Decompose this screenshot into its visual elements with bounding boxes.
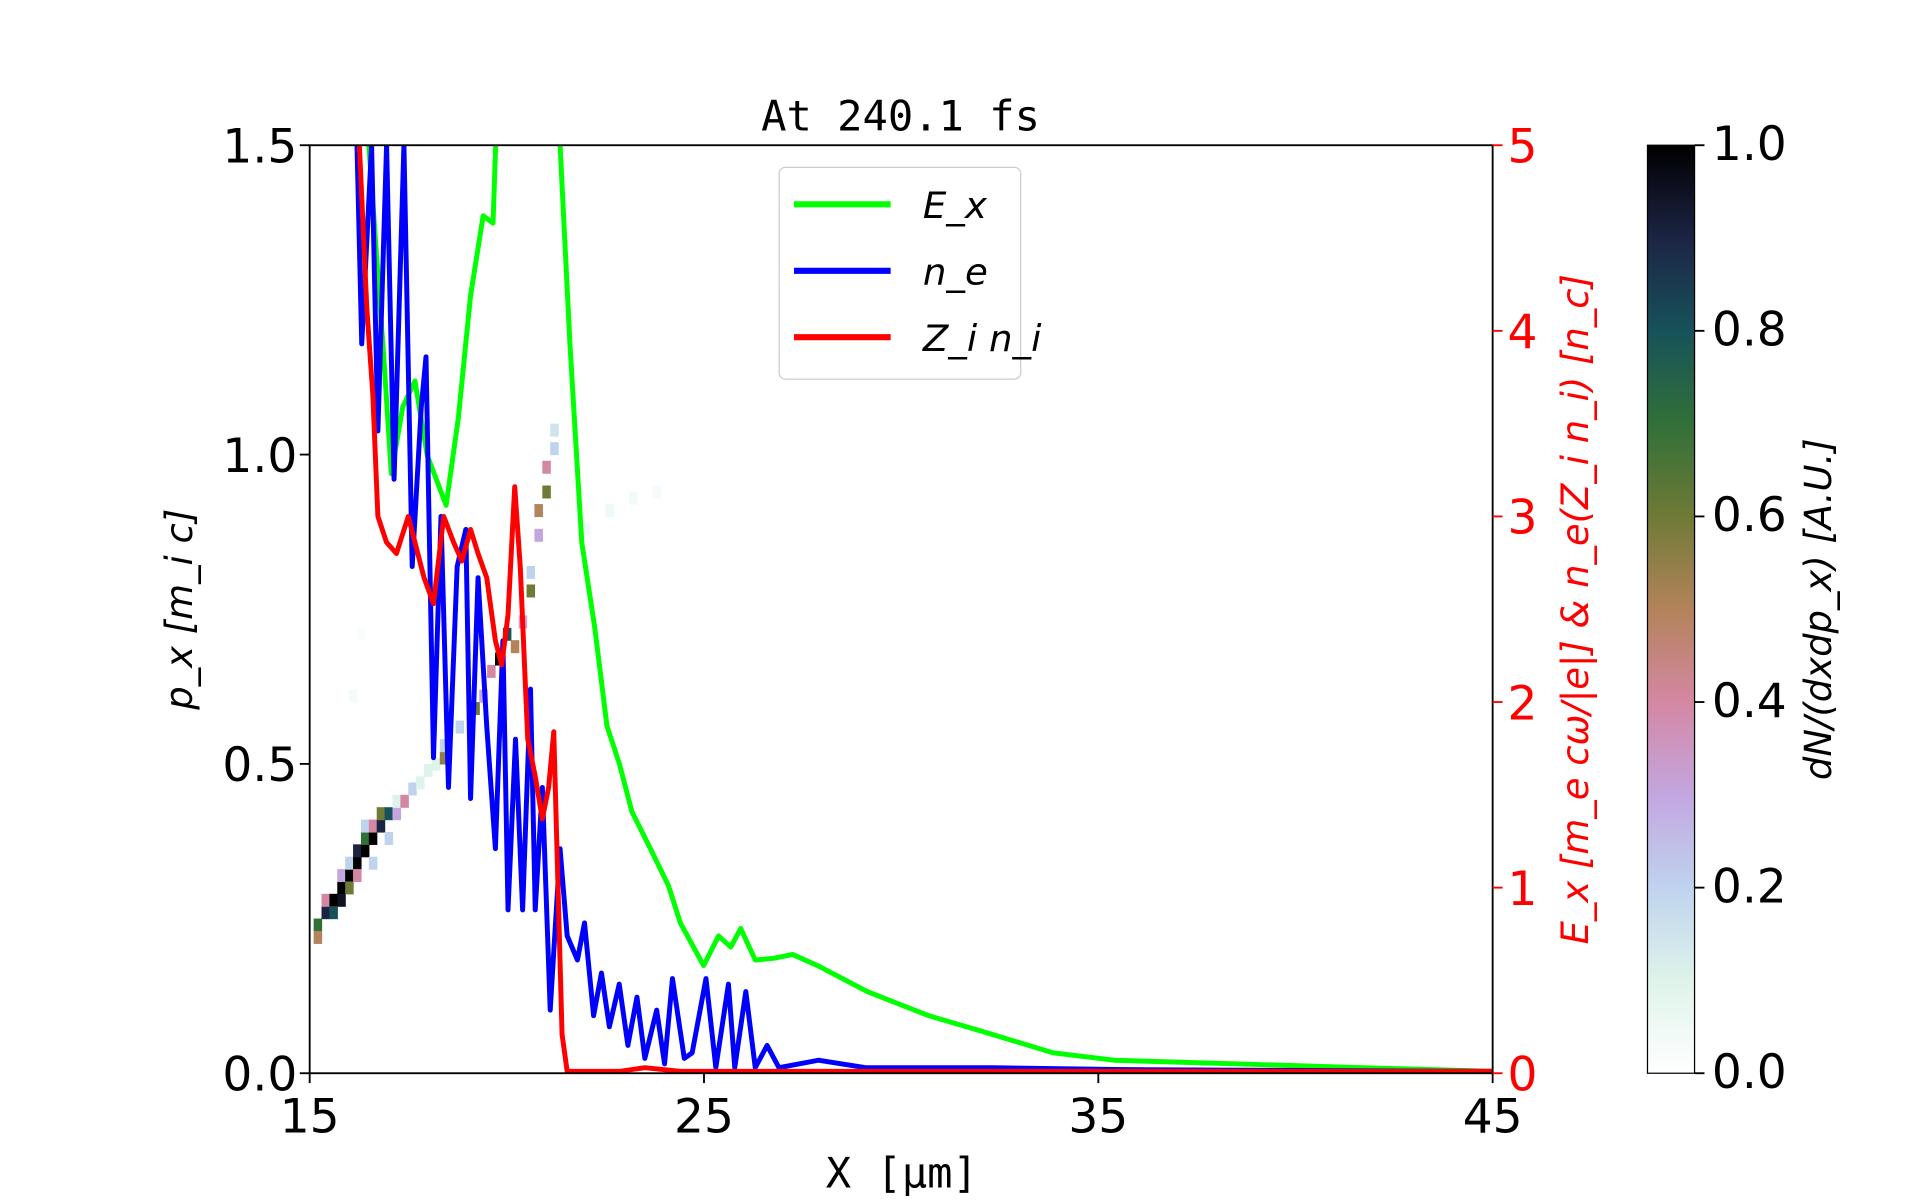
colorbar-ticks: 0.0 0.2 0.4 0.6 0.8 1.0 (1694, 117, 1787, 1100)
heatmap-cell (526, 565, 536, 579)
heatmap-cell (424, 763, 433, 777)
heatmap-cell (353, 869, 362, 883)
heatmap-cell (392, 807, 401, 821)
colorbar-label: dN/(dxdp_x) [A.U.] (1797, 438, 1840, 780)
heatmap-cell (542, 485, 551, 499)
heatmap-cell (542, 460, 551, 474)
legend-label-ne: n_e (923, 250, 988, 293)
chart-title: At 240.1 fs (761, 92, 1040, 141)
heatmap-cell (337, 893, 346, 907)
heatmap-cell (384, 807, 394, 821)
heatmap-cell (356, 627, 366, 641)
heatmap-cell (455, 720, 465, 734)
y-right-tick-label: 5 (1508, 120, 1538, 175)
heatmap (313, 423, 662, 944)
y-right-tick-label: 4 (1508, 305, 1538, 360)
heatmap-cell (360, 844, 370, 858)
heatmap-cell (329, 906, 338, 920)
colorbar-tick-label: 1.0 (1712, 117, 1787, 172)
y-left-tick-label: 1.5 (222, 120, 297, 175)
series-line-2 (356, 145, 1493, 1074)
series-line-1 (354, 145, 1493, 1074)
heatmap-cell (368, 819, 378, 833)
colorbar-tick-label: 0.0 (1712, 1045, 1787, 1100)
y-right-tick-label: 1 (1508, 862, 1538, 917)
plot-frame (308, 144, 1494, 1075)
heatmap-cell (581, 522, 591, 536)
heatmap-cell (353, 856, 362, 870)
colorbar-tick-label: 0.2 (1712, 860, 1787, 915)
heatmap-cell (337, 869, 346, 883)
heatmap-cell (534, 528, 543, 542)
heatmap-cell (431, 757, 441, 771)
x-tick-label: 25 (674, 1089, 734, 1144)
colorbar (1646, 144, 1696, 1074)
series-line-0 (366, 145, 1493, 1074)
legend-box (778, 166, 1022, 380)
heatmap-cell (368, 831, 378, 845)
heatmap-cell (510, 640, 520, 654)
heatmap-cell (526, 584, 536, 598)
heatmap-cell (321, 906, 331, 920)
heatmap-cell (337, 881, 346, 895)
x-tick-label: 15 (280, 1089, 340, 1144)
x-tick-label: 45 (1463, 1089, 1523, 1144)
heatmap-cell (408, 782, 417, 796)
heatmap-cell (360, 819, 370, 833)
heatmap-cell (360, 831, 370, 845)
colorbar-tick-label: 0.6 (1712, 488, 1787, 543)
y-right-tick-label: 0 (1508, 1048, 1538, 1103)
heatmap-cell (345, 856, 354, 870)
colorbar-tick-label: 0.4 (1712, 674, 1787, 729)
heatmap-cell (550, 442, 559, 456)
heatmap-cell (376, 807, 386, 821)
legend-label-zini: Z_i n_i (922, 317, 1042, 360)
heatmap-cell (376, 819, 386, 833)
colorbar-tick-label: 0.8 (1712, 303, 1787, 358)
heatmap-cell (416, 776, 425, 790)
x-axis-label: X [μm] (826, 1149, 978, 1198)
x-axis: 15 25 35 45 (280, 1073, 1523, 1144)
x-tick-label: 35 (1068, 1089, 1128, 1144)
line-series (354, 145, 1493, 1074)
heatmap-cell (353, 844, 362, 858)
legend: E_x n_e Z_i n_i (778, 166, 1042, 380)
heatmap-cell (384, 831, 394, 845)
y-right-tick-label: 3 (1508, 491, 1538, 546)
heatmap-cell (349, 689, 358, 703)
heatmap-cell (605, 504, 614, 518)
legend-label-ex: E_x (923, 184, 988, 227)
heatmap-cell (345, 881, 354, 895)
heatmap-cell (400, 794, 409, 808)
heatmap-cell (313, 918, 323, 932)
heatmap-cell (534, 504, 543, 518)
y-axis-left-label: p_x [m_i c] (158, 509, 201, 711)
y-right-tick-label: 2 (1508, 676, 1538, 731)
y-left-tick-label: 0.5 (222, 738, 297, 793)
heatmap-cell (321, 893, 331, 907)
y-axis-left: 0.0 0.5 1.0 1.5 (222, 120, 310, 1103)
y-axis-right: 0 1 2 3 4 5 (1492, 120, 1538, 1103)
y-axis-right-label: E_x [m_e cω/|e|] & n_e(Z_i n_i) [n_c] (1554, 274, 1597, 944)
heatmap-cell (629, 491, 638, 505)
y-left-tick-label: 0.0 (222, 1048, 297, 1103)
heatmap-cell (329, 893, 338, 907)
heatmap-cell (313, 930, 323, 944)
y-left-tick-label: 1.0 (222, 429, 297, 484)
heatmap-cell (368, 856, 378, 870)
heatmap-cell (439, 751, 449, 765)
heatmap-cell (439, 739, 449, 753)
heatmap-cell (652, 485, 662, 499)
heatmap-cell (550, 423, 559, 437)
heatmap-cell (392, 794, 401, 808)
heatmap-cell (345, 869, 354, 883)
heatmap-cell (487, 664, 496, 678)
